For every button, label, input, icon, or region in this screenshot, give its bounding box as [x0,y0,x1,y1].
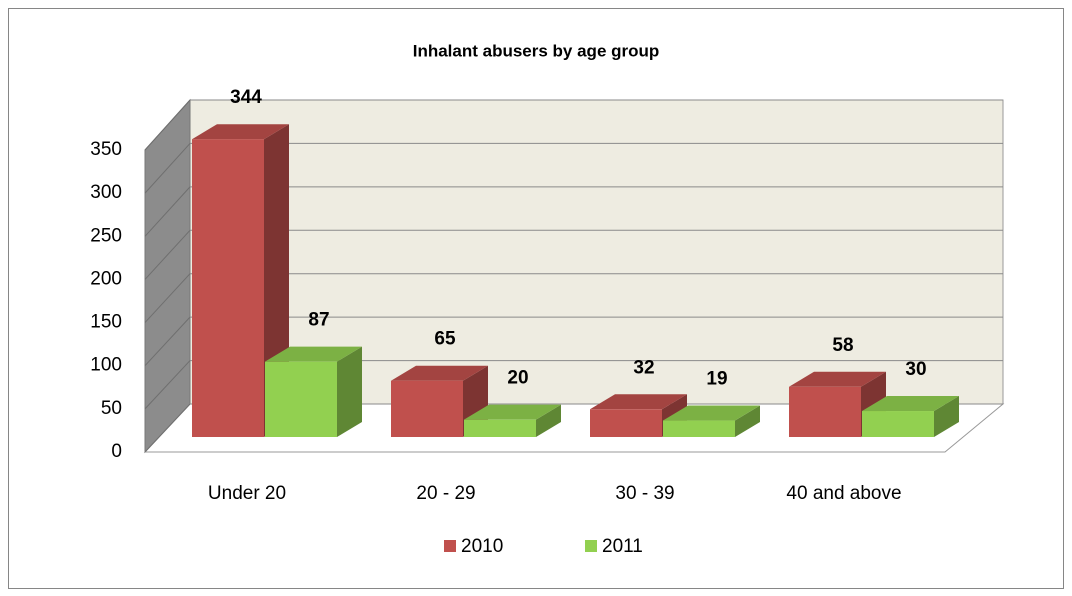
value-label: 32 [633,357,654,378]
grid-line [144,229,191,280]
bar-side [536,404,561,437]
y-tick-label: 150 [90,312,122,333]
x-tick-label: 40 and above [786,483,901,504]
grid-line [144,360,191,410]
chart-title: Inhalant abusers by age group [413,41,660,60]
bar [464,419,536,437]
grid-line [144,316,191,367]
y-tick-label: 100 [90,355,122,376]
value-label: 30 [905,359,926,380]
legend-label: 2011 [602,536,643,557]
y-tick-label: 250 [90,225,122,246]
y-tick-label: 350 [90,139,122,160]
legend-swatch [585,540,597,552]
bar-side [735,405,760,437]
bar [192,139,264,438]
bar [391,380,463,437]
bar-top [391,365,488,381]
grid-line [144,186,191,237]
bar [862,411,934,437]
value-label: 344 [230,87,262,108]
y-tick-label: 300 [90,182,122,203]
bar [590,409,662,437]
side-wall [144,98,191,454]
bar [789,386,861,437]
legend-label: 2010 [461,536,503,557]
bar-top [265,346,362,362]
bar [265,361,337,437]
value-label: 20 [507,368,528,389]
bar-side [337,346,362,437]
value-label: 58 [832,335,853,356]
value-label: 87 [308,310,329,331]
grid-line [144,99,191,151]
y-tick-label: 50 [101,398,122,419]
legend-swatch [444,540,456,552]
bar [663,420,735,437]
bar-top [590,394,687,410]
bar-top [862,396,959,412]
x-tick-label: Under 20 [208,483,286,504]
bar-top [663,405,760,421]
value-label: 19 [706,369,727,390]
y-tick-label: 200 [90,268,122,289]
value-label: 65 [434,329,456,350]
grid-line [144,273,191,323]
bar-top [192,124,289,140]
y-tick-label: 0 [111,441,122,462]
grid-line [144,143,191,194]
bar-top [789,371,886,387]
x-tick-label: 20 - 29 [416,483,475,504]
bar-side [934,396,959,437]
bar-top [464,404,561,420]
x-tick-label: 30 - 39 [615,483,674,504]
grid-line [144,403,191,453]
